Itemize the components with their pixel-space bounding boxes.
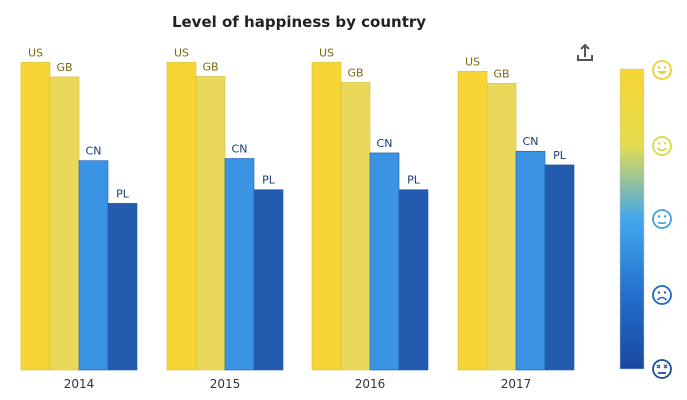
bar-label-2017-cn: CN	[523, 135, 539, 148]
x-tick-label-2016: 2016	[355, 377, 386, 391]
bar-2016-pl[interactable]	[398, 189, 429, 371]
x-tick-label-2015: 2015	[210, 377, 241, 391]
bar-2017-pl[interactable]	[544, 164, 575, 371]
bar-label-2015-us: US	[174, 46, 189, 59]
bar-2014-us[interactable]	[20, 62, 51, 371]
bar-label-2016-us: US	[319, 46, 334, 59]
bar-2014-pl[interactable]	[107, 203, 138, 371]
export-icon[interactable]	[577, 43, 593, 61]
bar-label-2017-gb: GB	[493, 67, 509, 80]
bar-label-2015-gb: GB	[202, 60, 218, 73]
neutral-face-icon	[652, 209, 672, 229]
bar-2016-us[interactable]	[311, 62, 342, 371]
bars-group	[20, 62, 575, 371]
dizzy-face-icon	[652, 359, 672, 379]
bar-2017-gb[interactable]	[486, 83, 517, 371]
happy-face-icon	[652, 136, 672, 156]
bar-label-2014-pl: PL	[116, 187, 130, 200]
bar-2016-cn[interactable]	[369, 152, 400, 371]
bar-label-2016-cn: CN	[377, 137, 393, 150]
color-scale-bar	[619, 68, 645, 370]
bar-label-2015-cn: CN	[232, 143, 248, 156]
bar-2017-us[interactable]	[457, 71, 488, 371]
very-happy-face-icon	[652, 60, 672, 80]
x-tick-label-2014: 2014	[64, 377, 95, 391]
bar-label-2014-gb: GB	[56, 61, 72, 74]
bar-label-2014-cn: CN	[86, 145, 102, 158]
bar-label-2017-us: US	[465, 55, 480, 68]
bar-2014-gb[interactable]	[49, 76, 80, 371]
sad-face-icon	[652, 285, 672, 305]
bar-2016-gb[interactable]	[340, 82, 371, 371]
bar-2017-cn[interactable]	[515, 150, 546, 371]
bar-2015-cn[interactable]	[224, 158, 255, 371]
bar-2015-pl[interactable]	[253, 189, 284, 371]
bar-label-2014-us: US	[28, 46, 43, 59]
bar-labels-group: US GB CN PL US GB CN PL US GB CN PL US GB CN PL	[28, 46, 567, 200]
bar-2015-gb[interactable]	[195, 76, 226, 371]
year-labels-group: 2014 2015 2016 2017	[64, 377, 532, 391]
bar-label-2015-pl: PL	[262, 174, 276, 187]
x-tick-label-2017: 2017	[501, 377, 532, 391]
bar-label-2017-pl: PL	[553, 149, 567, 162]
bar-2014-cn[interactable]	[78, 160, 109, 371]
bar-label-2016-pl: PL	[407, 174, 421, 187]
chart-title: Level of happiness by country	[172, 13, 426, 31]
bar-label-2016-gb: GB	[347, 66, 363, 79]
bar-2015-us[interactable]	[166, 62, 197, 371]
